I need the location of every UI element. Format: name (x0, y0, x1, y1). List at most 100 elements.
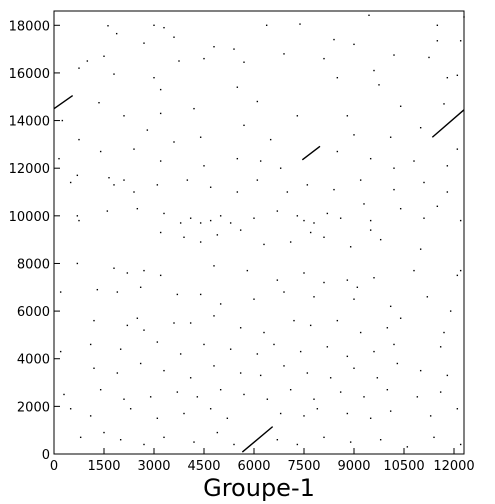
data-point (89, 415, 92, 417)
data-point (269, 138, 272, 141)
data-point (265, 24, 268, 26)
y-axis: 0 2000 4000 6000 8000 10000 12000 14000 16000 180… (9, 19, 60, 463)
data-point (399, 207, 402, 210)
data-point (163, 436, 165, 439)
data-point (309, 231, 312, 234)
y-tick-label: 2000 (17, 400, 50, 415)
data-point (256, 179, 259, 181)
data-point (289, 388, 292, 391)
data-point (163, 369, 165, 372)
data-point (193, 441, 195, 443)
data-point (346, 412, 349, 415)
data-point (313, 398, 315, 400)
data-point (393, 343, 395, 346)
data-point (103, 431, 105, 434)
data-point (449, 310, 452, 312)
data-point (426, 296, 429, 298)
data-point (216, 234, 219, 236)
data-point (78, 138, 80, 141)
data-point (63, 393, 65, 396)
data-point (119, 439, 122, 441)
data-point (183, 236, 185, 238)
data-point (129, 408, 132, 410)
data-point (186, 179, 189, 181)
y-tick-label: 0 (42, 448, 50, 463)
data-point (253, 217, 255, 219)
data-point (378, 84, 380, 86)
data-point (356, 286, 359, 288)
data-point (416, 396, 419, 398)
data-point (413, 160, 415, 162)
data-point (99, 150, 102, 153)
data-point (419, 127, 422, 129)
data-point (159, 88, 162, 91)
data-point (306, 184, 309, 186)
data-point (199, 293, 202, 296)
data-point (236, 86, 239, 88)
data-point (446, 191, 449, 193)
data-point (123, 398, 125, 400)
data-point (443, 331, 445, 334)
data-point (423, 181, 425, 184)
data-point (203, 165, 205, 167)
data-point (439, 391, 442, 393)
data-point (159, 231, 162, 234)
data-point (189, 322, 192, 324)
data-point (299, 23, 301, 25)
data-point (266, 398, 269, 400)
data-point (119, 348, 122, 350)
data-point (126, 324, 129, 327)
data-point (389, 410, 392, 412)
data-point (323, 57, 325, 60)
data-point (139, 362, 142, 365)
data-point (136, 207, 139, 210)
data-point (156, 417, 159, 419)
data-point (259, 160, 262, 162)
data-point (199, 241, 202, 243)
data-point (76, 174, 79, 177)
data-point (326, 212, 329, 215)
data-point (93, 367, 95, 369)
data-point (389, 136, 392, 138)
data-point (256, 100, 259, 103)
data-point (229, 348, 232, 350)
data-point (178, 60, 180, 62)
data-point (126, 272, 129, 274)
data-point (176, 391, 179, 393)
data-point (113, 73, 115, 75)
data-point (323, 281, 325, 284)
data-point (256, 353, 259, 355)
data-point (296, 215, 299, 217)
data-point (209, 408, 212, 410)
data-point (179, 353, 182, 355)
data-point (183, 412, 185, 415)
data-point (133, 148, 135, 150)
data-point (443, 103, 445, 105)
data-point (173, 36, 175, 38)
data-point (428, 56, 430, 59)
data-point (369, 229, 372, 231)
data-point (213, 365, 215, 367)
data-point (369, 417, 372, 419)
x-axis-title: Groupe-1 (203, 474, 315, 502)
data-point (346, 115, 349, 117)
data-point (143, 269, 145, 272)
data-point (99, 388, 102, 391)
data-point (86, 60, 89, 62)
data-point (283, 365, 285, 367)
data-point (316, 408, 319, 410)
data-point (236, 191, 239, 193)
data-point (393, 188, 395, 191)
data-point (393, 167, 395, 169)
data-point (143, 329, 145, 331)
data-point (459, 219, 462, 222)
data-point (429, 415, 432, 417)
data-point (133, 191, 135, 193)
data-points (58, 14, 465, 448)
data-point (106, 210, 109, 212)
data-point (293, 319, 295, 322)
diagonal-segment (53, 94, 74, 110)
data-point (193, 107, 195, 110)
data-point (446, 76, 449, 79)
data-point (156, 184, 159, 186)
